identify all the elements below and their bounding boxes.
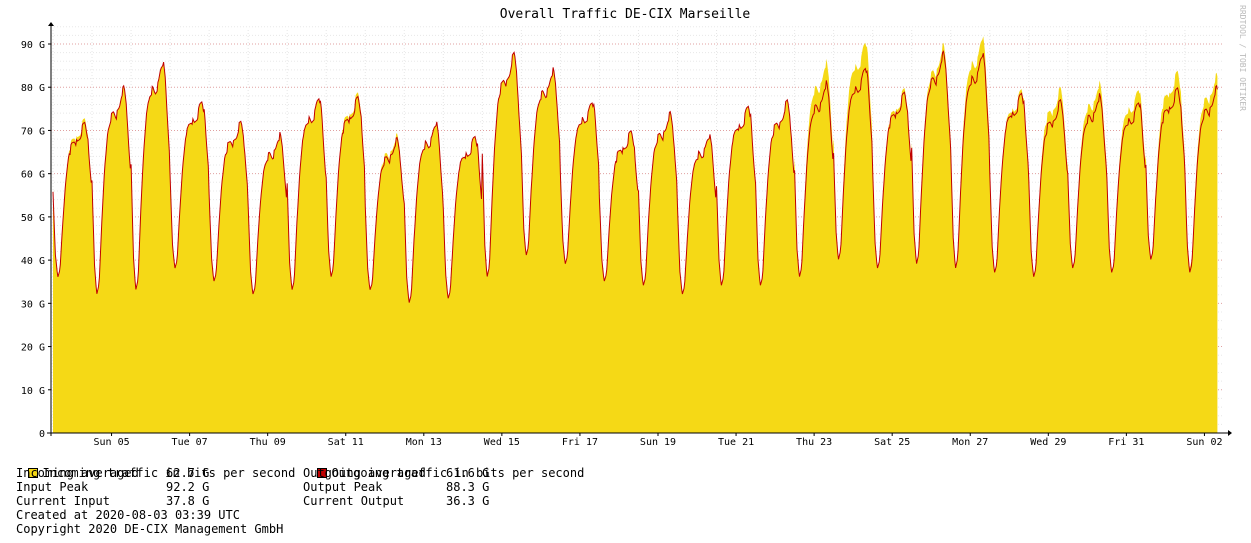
y-tick-label: 30 G [21, 299, 45, 310]
x-tick-label: Fri 31 [1108, 437, 1144, 448]
y-tick-label: 50 G [21, 213, 45, 224]
traffic-chart: Overall Traffic DE-CIX Marseille RRDTOOL… [21, 5, 1247, 448]
y-tick-label: 10 G [21, 386, 45, 397]
x-tick-label: Wed 29 [1030, 437, 1066, 448]
x-tick-label: Mon 27 [952, 437, 988, 448]
x-tick-label: Mon 13 [406, 437, 442, 448]
legend-outgoing-label: Outgoing traffic in bits per second [331, 466, 585, 480]
incoming-swatch [28, 467, 39, 478]
outgoing-avg-value: 61.6 G [446, 466, 490, 480]
incoming-area [53, 36, 1218, 434]
y-axis-arrow [48, 22, 54, 26]
legend-incoming: Incoming traffic in bits per second [14, 452, 295, 480]
input-peak-value: 92.2 G [166, 480, 210, 494]
x-tick-label: Fri 17 [562, 437, 598, 448]
y-tick-label: 20 G [21, 343, 45, 354]
x-tick-label: Thu 09 [250, 437, 286, 448]
chart-title: Overall Traffic DE-CIX Marseille [500, 7, 751, 22]
x-tick-label: Sun 19 [640, 437, 676, 448]
outgoing-line [52, 50, 1218, 303]
y-tick-label: 0 [39, 429, 45, 440]
input-peak-label: Input Peak [16, 480, 89, 494]
axes: 0 10 G 20 G 30 G 40 G 50 G 60 G 70 G 80 G 90 G Sun… [21, 22, 1232, 448]
rrdtool-watermark: RRDTOOL / TOBI OETIKER [1238, 5, 1247, 111]
incoming-avg-value: 62.7 G [166, 466, 210, 480]
y-tick-label: 80 G [21, 83, 45, 94]
y-tick-label: 40 G [21, 256, 45, 267]
legend-incoming-label: Incoming traffic in bits per second [42, 466, 296, 480]
x-tick-label: Sun 05 [93, 437, 129, 448]
x-tick-label: Sat 11 [328, 437, 364, 448]
x-tick-label: Tue 21 [718, 437, 754, 448]
y-tick-label: 90 G [21, 40, 45, 51]
incoming-avg-label: Incoming averaged [16, 466, 139, 480]
x-tick-label: Sun 02 [1186, 437, 1222, 448]
legend-outgoing: Outgoing traffic in bits per second [303, 452, 584, 480]
current-output-label: Current Output [303, 494, 405, 508]
x-tick-label: Wed 15 [484, 437, 520, 448]
current-output-value: 36.3 G [446, 494, 490, 508]
output-peak-label: Output Peak [303, 480, 383, 494]
y-tick-label: 70 G [21, 126, 45, 137]
current-input-value: 37.8 G [166, 494, 210, 508]
copyright-notice: Copyright 2020 DE-CIX Management GmbH [16, 522, 284, 536]
x-tick-label: Tue 07 [172, 437, 208, 448]
created-timestamp: Created at 2020-08-03 03:39 UTC [16, 508, 240, 522]
outgoing-swatch [317, 467, 328, 478]
x-tick-label: Thu 23 [796, 437, 832, 448]
x-tick-label: Sat 25 [874, 437, 910, 448]
current-input-label: Current Input [16, 494, 110, 508]
output-peak-value: 88.3 G [446, 480, 490, 494]
outgoing-avg-label: Outgoing averaged [303, 466, 426, 480]
y-tick-label: 60 G [21, 170, 45, 181]
plot-area [52, 36, 1218, 434]
x-axis-arrow [1228, 430, 1232, 436]
